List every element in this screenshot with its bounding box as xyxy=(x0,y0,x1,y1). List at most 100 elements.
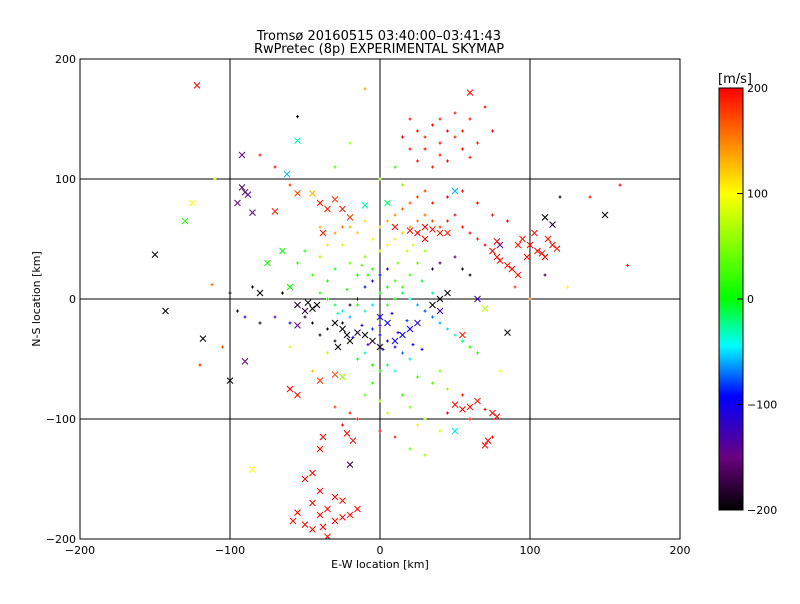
data-point-cross xyxy=(309,526,316,533)
data-point-dot xyxy=(416,423,419,427)
data-point-cross xyxy=(553,245,561,252)
data-point-dot xyxy=(461,339,464,343)
data-point-dot xyxy=(371,267,374,271)
data-point-dot xyxy=(423,249,427,253)
data-point-cross xyxy=(301,521,309,528)
data-point-cross xyxy=(339,205,346,213)
data-point-dot xyxy=(210,283,214,287)
data-point-dot xyxy=(405,249,409,253)
data-point-dot xyxy=(318,291,322,295)
data-point-dot xyxy=(461,129,464,133)
data-point-dot xyxy=(431,381,434,385)
data-point-cross xyxy=(324,505,331,513)
data-point-dot xyxy=(461,147,464,151)
y-tick-label: 100 xyxy=(55,173,76,186)
data-point-dot xyxy=(446,219,449,223)
data-point-dot xyxy=(363,255,367,259)
data-point-dot xyxy=(348,225,352,229)
data-point-dot xyxy=(423,417,427,421)
data-point-dot xyxy=(386,243,389,247)
data-point-cross xyxy=(466,89,474,96)
x-tick-label: −100 xyxy=(215,544,245,557)
data-point-cross xyxy=(346,461,354,468)
data-point-dot xyxy=(431,291,434,295)
colorbar-tick-label: 0 xyxy=(747,293,754,306)
data-point-dot xyxy=(446,387,449,391)
data-point-cross xyxy=(309,190,316,197)
data-point-dot xyxy=(626,263,629,267)
data-point-dot xyxy=(341,423,344,427)
data-point-dot xyxy=(431,267,434,271)
data-point-dot xyxy=(566,285,569,289)
colorbar-ticks: 200 100 0 −100 −200 xyxy=(737,82,777,517)
data-point-dot xyxy=(543,273,547,277)
data-point-dot xyxy=(416,129,419,133)
data-point-dot xyxy=(333,267,337,271)
data-point-cross xyxy=(436,295,444,303)
data-point-cross xyxy=(541,214,549,221)
data-point-cross xyxy=(199,335,207,342)
data-point-dot xyxy=(423,213,427,217)
data-point-cross xyxy=(331,319,339,327)
data-point-cross xyxy=(294,509,301,516)
y-axis-label: N-S location [km] xyxy=(30,251,43,347)
data-point-dot xyxy=(311,273,314,277)
data-point-cross xyxy=(493,238,501,245)
data-point-cross xyxy=(316,445,324,453)
data-point-dot xyxy=(401,291,404,295)
data-point-cross xyxy=(331,371,339,378)
data-point-dot xyxy=(341,309,344,313)
data-point-cross xyxy=(181,217,189,225)
data-point-cross xyxy=(226,377,234,384)
data-point-dot xyxy=(363,393,367,397)
data-point-cross xyxy=(346,214,354,221)
data-point-cross xyxy=(238,184,246,191)
data-point-dot xyxy=(461,225,464,229)
data-point-dot xyxy=(318,225,322,229)
data-point-cross xyxy=(466,403,474,411)
data-point-dot xyxy=(386,285,389,289)
data-point-dot xyxy=(333,405,337,409)
data-point-cross xyxy=(283,170,291,178)
data-point-dot xyxy=(528,297,532,301)
data-point-cross xyxy=(508,265,516,273)
data-point-dot xyxy=(438,321,442,325)
data-point-dot xyxy=(336,311,340,315)
data-point-dot xyxy=(396,331,400,335)
data-point-dot xyxy=(408,297,412,301)
data-point-dot xyxy=(453,111,457,115)
data-point-cross xyxy=(474,295,481,303)
data-point-dot xyxy=(326,279,329,283)
data-point-dot xyxy=(345,287,349,291)
data-point-dot xyxy=(401,183,404,187)
data-point-dot xyxy=(326,297,329,301)
data-point-dot xyxy=(378,429,382,433)
data-point-dot xyxy=(378,273,382,277)
data-point-dot xyxy=(431,315,434,319)
colorbar-tick-label: −200 xyxy=(747,504,777,517)
data-point-dot xyxy=(401,393,404,397)
data-point-cross xyxy=(316,377,324,384)
x-tick-label: 0 xyxy=(377,544,384,557)
data-point-dot xyxy=(438,153,442,157)
x-tick-label: 100 xyxy=(520,544,541,557)
data-point-cross xyxy=(151,251,159,258)
data-point-dot xyxy=(311,321,314,325)
data-point-cross xyxy=(451,427,459,435)
data-point-dot xyxy=(386,339,389,343)
data-point-cross xyxy=(249,466,256,473)
data-point-cross xyxy=(496,257,504,264)
data-point-cross xyxy=(474,397,481,405)
data-point-dot xyxy=(288,321,292,325)
data-point-cross xyxy=(349,437,357,444)
colorbar-tick-label: 100 xyxy=(747,188,768,201)
data-point-dot xyxy=(333,231,337,235)
data-point-dot xyxy=(461,267,464,271)
data-point-cross xyxy=(406,227,414,234)
data-point-dot xyxy=(378,323,382,327)
data-point-cross xyxy=(451,401,459,408)
x-tick-label: −200 xyxy=(65,544,95,557)
data-point-dot xyxy=(491,435,494,439)
data-point-dot xyxy=(431,201,434,205)
data-point-cross xyxy=(294,301,301,309)
